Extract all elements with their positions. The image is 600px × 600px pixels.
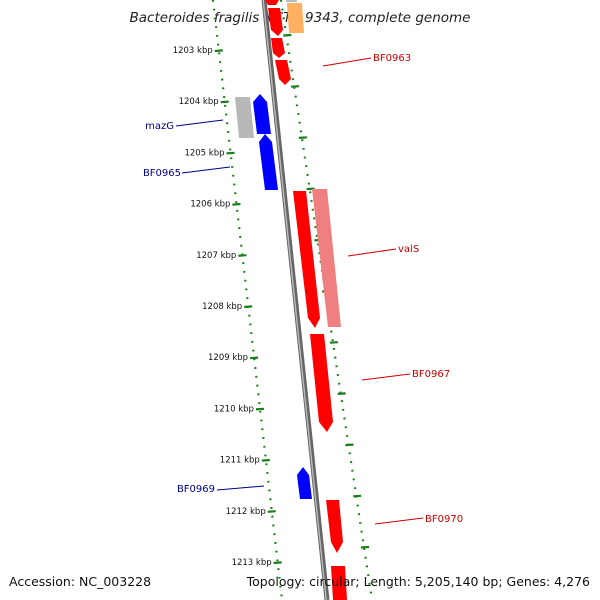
major-tick	[226, 151, 235, 155]
BF0969-cds[interactable]	[297, 467, 312, 499]
major-tick	[267, 510, 276, 513]
accession-text: Accession: NC_003228	[9, 574, 152, 589]
leader-lines	[175, 57, 424, 525]
major-tick	[232, 202, 241, 206]
gene-label-valS[interactable]: valS	[398, 244, 419, 255]
gene-label-BF0965[interactable]: BF0965	[143, 168, 181, 179]
forward-cds[interactable]	[331, 566, 347, 600]
inner-ruler-ticks	[214, 49, 282, 565]
tick-label: 1211 kbp	[220, 456, 260, 466]
inner-ruler-dots	[211, 0, 284, 600]
gene-label-mazG[interactable]: mazG	[145, 121, 174, 132]
major-tick	[353, 494, 362, 498]
tick-label: 1208 kbp	[202, 302, 242, 312]
major-tick	[255, 407, 265, 411]
major-tick	[238, 254, 247, 257]
gene-label-BF0970[interactable]: BF0970	[425, 514, 463, 525]
forward-cds[interactable]	[271, 38, 285, 58]
major-tick	[273, 561, 282, 565]
tick-label: 1210 kbp	[214, 404, 254, 414]
tick-label: 1204 kbp	[179, 97, 219, 107]
reverse-cds[interactable]	[253, 94, 271, 134]
other-feature[interactable]	[286, 0, 297, 2]
tick-label: 1205 kbp	[184, 148, 224, 158]
major-tick	[329, 341, 338, 344]
genome-summary-text: Topology: circular; Length: 5,205,140 bp…	[246, 574, 590, 589]
forward-cds[interactable]	[265, 0, 279, 5]
BF0967-cds[interactable]	[310, 334, 333, 432]
tick-labels: 1203 kbp 1204 kbp 1205 kbp 1206 kbp 1207 kbp…	[173, 46, 272, 568]
tick-label: 1212 kbp	[226, 507, 266, 517]
major-tick	[337, 392, 346, 395]
tick-label: 1206 kbp	[190, 200, 230, 210]
tick-label: 1203 kbp	[173, 46, 213, 56]
major-tick	[298, 136, 307, 139]
forward-cds[interactable]	[275, 60, 291, 85]
BF0965-cds[interactable]	[259, 134, 278, 190]
valS-cds[interactable]	[312, 189, 341, 327]
major-tick	[249, 356, 259, 360]
major-tick	[214, 49, 223, 53]
major-tick	[291, 85, 300, 88]
major-tick	[360, 545, 370, 549]
inner-ruler	[211, 0, 284, 600]
backbone	[261, 0, 330, 600]
tick-label: 1213 kbp	[232, 558, 272, 568]
gene-label-BF0969[interactable]: BF0969	[177, 484, 215, 495]
outer-ruler-ticks	[283, 33, 370, 549]
tick-label: 1207 kbp	[196, 251, 236, 261]
major-tick	[244, 305, 253, 309]
tick-label: 1209 kbp	[208, 353, 248, 363]
BF0970-cds[interactable]	[326, 500, 343, 553]
forward-cds[interactable]	[293, 191, 320, 328]
features	[235, 0, 347, 600]
mazG-feature[interactable]	[235, 97, 254, 138]
orange-feature[interactable]	[287, 3, 304, 33]
gene-label-BF0967[interactable]: BF0967	[412, 369, 450, 380]
major-tick	[306, 187, 315, 191]
gene-labels: BF0963 mazG BF0965 valS BF0967 BF0969 BF…	[143, 53, 463, 525]
forward-cds[interactable]	[268, 8, 283, 36]
major-tick	[345, 443, 354, 447]
major-tick	[261, 458, 270, 462]
outer-ruler	[279, 0, 374, 600]
major-tick	[220, 100, 229, 104]
gene-label-BF0963[interactable]: BF0963	[373, 53, 411, 64]
major-tick	[283, 33, 292, 37]
